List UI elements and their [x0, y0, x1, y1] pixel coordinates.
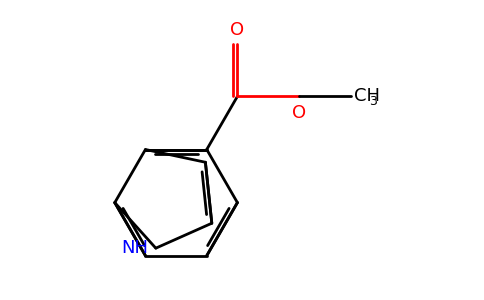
Text: NH: NH [121, 239, 149, 257]
Text: O: O [292, 104, 306, 122]
Text: 3: 3 [369, 95, 377, 108]
Text: CH: CH [354, 87, 380, 105]
Text: O: O [230, 21, 244, 39]
